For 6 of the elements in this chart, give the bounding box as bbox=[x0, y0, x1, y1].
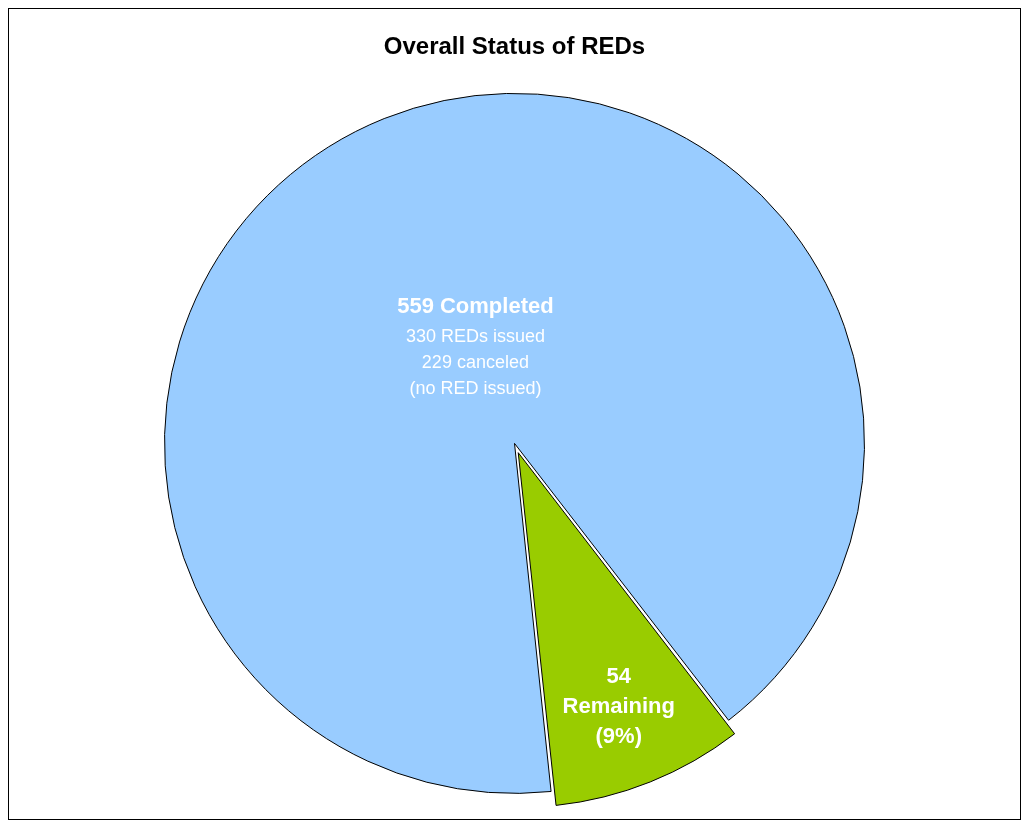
text: 229 canceled bbox=[421, 351, 529, 372]
text: (no RED issued) bbox=[409, 377, 542, 398]
text: 330 REDs issued bbox=[405, 325, 545, 346]
data-label: 54 Remaining (9%) bbox=[562, 663, 675, 749]
chart-title: Overall Status of REDs bbox=[383, 32, 646, 60]
data-label: 559 Completed bbox=[397, 293, 554, 319]
